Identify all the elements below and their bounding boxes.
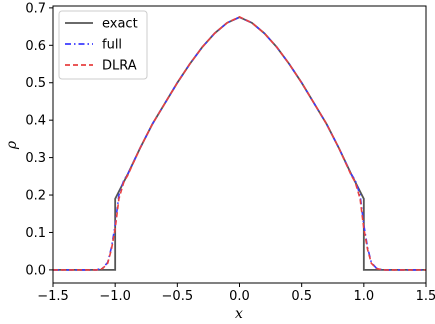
- y-tick-label: 0.2: [25, 189, 46, 204]
- legend-label-dlra: DLRA: [102, 59, 137, 74]
- x-tick-label: 1.0: [353, 289, 374, 304]
- legend-label-full: full: [102, 38, 122, 53]
- y-tick-label: 0.0: [25, 263, 46, 278]
- x-tick-label: −0.5: [162, 289, 194, 304]
- y-tick-label: 0.3: [25, 151, 46, 166]
- x-axis-ticks: −1.5 −1.0 −0.5 0.0 0.5 1.0 1.5: [37, 283, 435, 304]
- y-tick-label: 0.4: [25, 114, 46, 129]
- legend-box: [58, 10, 148, 80]
- y-axis-label: ρ: [4, 140, 20, 150]
- series-line-dlra: [53, 15, 426, 271]
- y-tick-label: 0.6: [25, 39, 46, 54]
- x-axis-label: x: [235, 306, 243, 322]
- x-tick-label: 1.5: [416, 289, 435, 304]
- y-tick-label: 0.5: [25, 76, 46, 91]
- series-layer: [53, 15, 426, 271]
- x-tick-label: 0.5: [291, 289, 312, 304]
- legend: exact full DLRA: [58, 10, 148, 80]
- x-tick-label: −1.0: [99, 289, 131, 304]
- x-tick-label: 0.0: [229, 289, 250, 304]
- y-tick-label: 0.1: [25, 226, 46, 241]
- y-tick-label: 0.7: [25, 1, 46, 16]
- legend-label-exact: exact: [102, 17, 138, 32]
- x-tick-label: −1.5: [37, 289, 69, 304]
- y-axis-ticks: 0.0 0.1 0.2 0.3 0.4 0.5 0.6 0.7: [25, 1, 53, 278]
